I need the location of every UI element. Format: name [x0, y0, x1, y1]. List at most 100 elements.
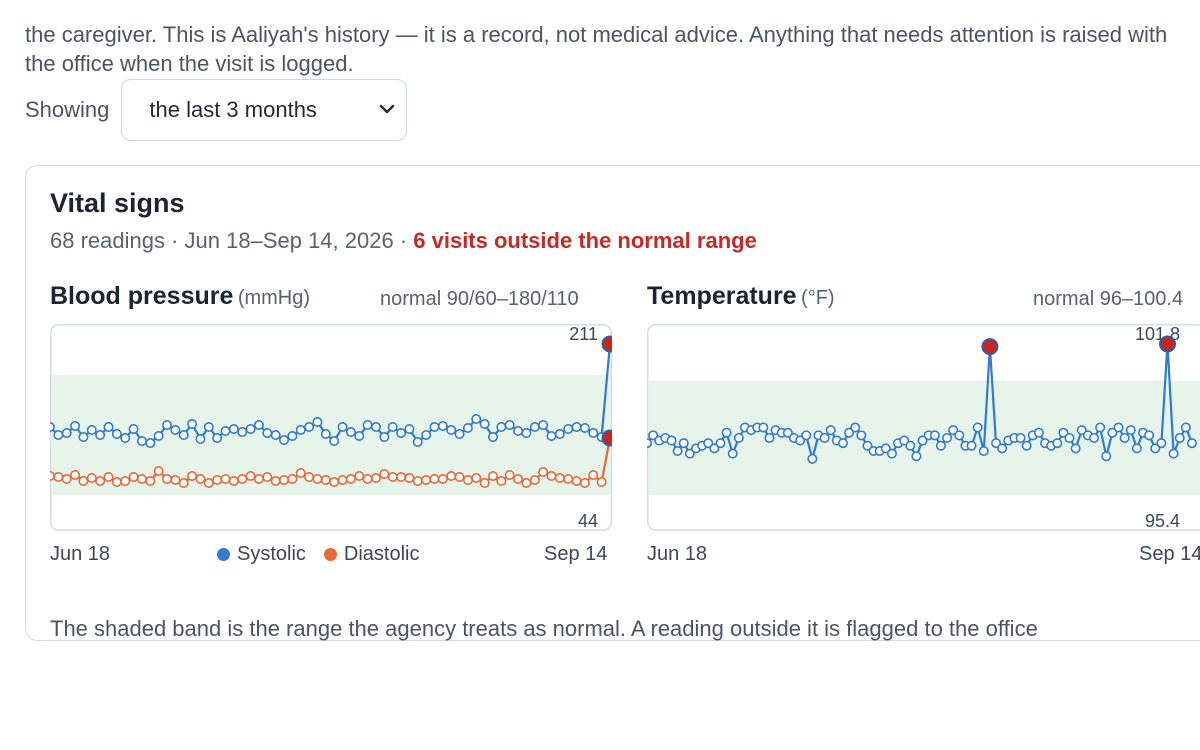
data-point [245, 424, 256, 435]
data-point [53, 472, 64, 483]
data-point [917, 435, 928, 446]
data-point [345, 474, 356, 485]
data-point [733, 432, 744, 443]
legend-systolic: Systolic [217, 543, 306, 566]
data-point [253, 474, 264, 485]
data-point [203, 478, 214, 489]
data-point [387, 422, 398, 433]
data-point [966, 440, 977, 451]
data-point [178, 430, 189, 441]
data-point [111, 477, 122, 488]
data-point [320, 475, 331, 486]
data-point [253, 420, 264, 431]
data-point [387, 472, 398, 483]
data-point [86, 473, 97, 484]
data-point [972, 422, 983, 433]
data-point [529, 475, 540, 486]
data-point [279, 475, 290, 486]
data-point [1119, 432, 1130, 443]
data-point [850, 422, 861, 433]
data-point [1070, 443, 1081, 454]
data-point [237, 427, 248, 438]
data-point [295, 425, 306, 436]
data-point [370, 422, 381, 433]
data-point [437, 474, 448, 485]
data-point [287, 431, 298, 442]
data-point [287, 474, 298, 485]
temp-x-start: Jun 18 [647, 543, 708, 565]
data-point [703, 438, 714, 449]
data-point [471, 473, 482, 484]
data-point [1052, 438, 1063, 449]
data-point [412, 476, 423, 487]
data-point [103, 472, 114, 483]
temp-x-end: Sep 14 [1139, 543, 1200, 565]
data-point [270, 430, 281, 441]
data-point [554, 473, 565, 484]
range-filter-label: Showing [25, 97, 110, 122]
data-point [496, 476, 507, 487]
data-point [905, 440, 916, 451]
data-point [61, 474, 72, 485]
legend-systolic-label: Systolic [237, 543, 306, 565]
data-point [454, 472, 465, 483]
data-point [1076, 425, 1087, 436]
data-point [647, 438, 652, 449]
data-point [245, 471, 256, 482]
data-point [187, 471, 198, 482]
data-point [120, 433, 131, 444]
data-point [78, 476, 89, 487]
range-select-value: the last 3 months [149, 97, 317, 122]
data-point [345, 427, 356, 438]
data-point [471, 414, 482, 425]
data-point [596, 477, 607, 488]
data-point [312, 474, 323, 485]
flagged-point [601, 429, 612, 447]
data-point [844, 427, 855, 438]
data-point [50, 422, 55, 432]
flagged-point [1159, 335, 1177, 353]
data-point [479, 478, 490, 489]
data-point [153, 431, 164, 442]
temp-unit: (°F) [801, 287, 835, 309]
data-point [370, 473, 381, 484]
data-point [162, 474, 173, 485]
bp-unit: (mmHg) [237, 287, 311, 309]
data-point [942, 432, 953, 443]
data-point [991, 438, 1002, 449]
range-select[interactable]: the last 3 months [121, 79, 408, 141]
data-point [1089, 432, 1100, 443]
data-point [571, 476, 582, 487]
bp-legend: Systolic Diastolic [217, 543, 437, 566]
data-point [954, 430, 965, 441]
data-point [521, 428, 532, 439]
data-point [220, 426, 231, 437]
data-point [819, 432, 830, 443]
data-point [295, 468, 306, 479]
data-point [546, 431, 557, 442]
data-point [529, 422, 540, 433]
data-point [758, 422, 769, 433]
data-point [948, 425, 959, 436]
data-point [715, 438, 726, 449]
data-point [178, 478, 189, 489]
y-min-label: 44 [578, 511, 598, 531]
data-point [521, 478, 532, 489]
data-point [1033, 427, 1044, 438]
data-point [1058, 427, 1069, 438]
data-point [170, 475, 181, 486]
data-point [801, 430, 812, 441]
data-point [721, 427, 732, 438]
data-point [538, 467, 549, 478]
data-point [429, 474, 440, 485]
data-point [513, 474, 524, 485]
data-point [825, 425, 836, 436]
data-point [53, 430, 64, 441]
data-point [856, 430, 867, 441]
data-point [212, 475, 223, 486]
data-point [563, 474, 574, 485]
data-point [396, 428, 407, 439]
data-point [111, 429, 122, 440]
data-point [320, 429, 331, 440]
y-max-label: 211 [569, 324, 598, 344]
